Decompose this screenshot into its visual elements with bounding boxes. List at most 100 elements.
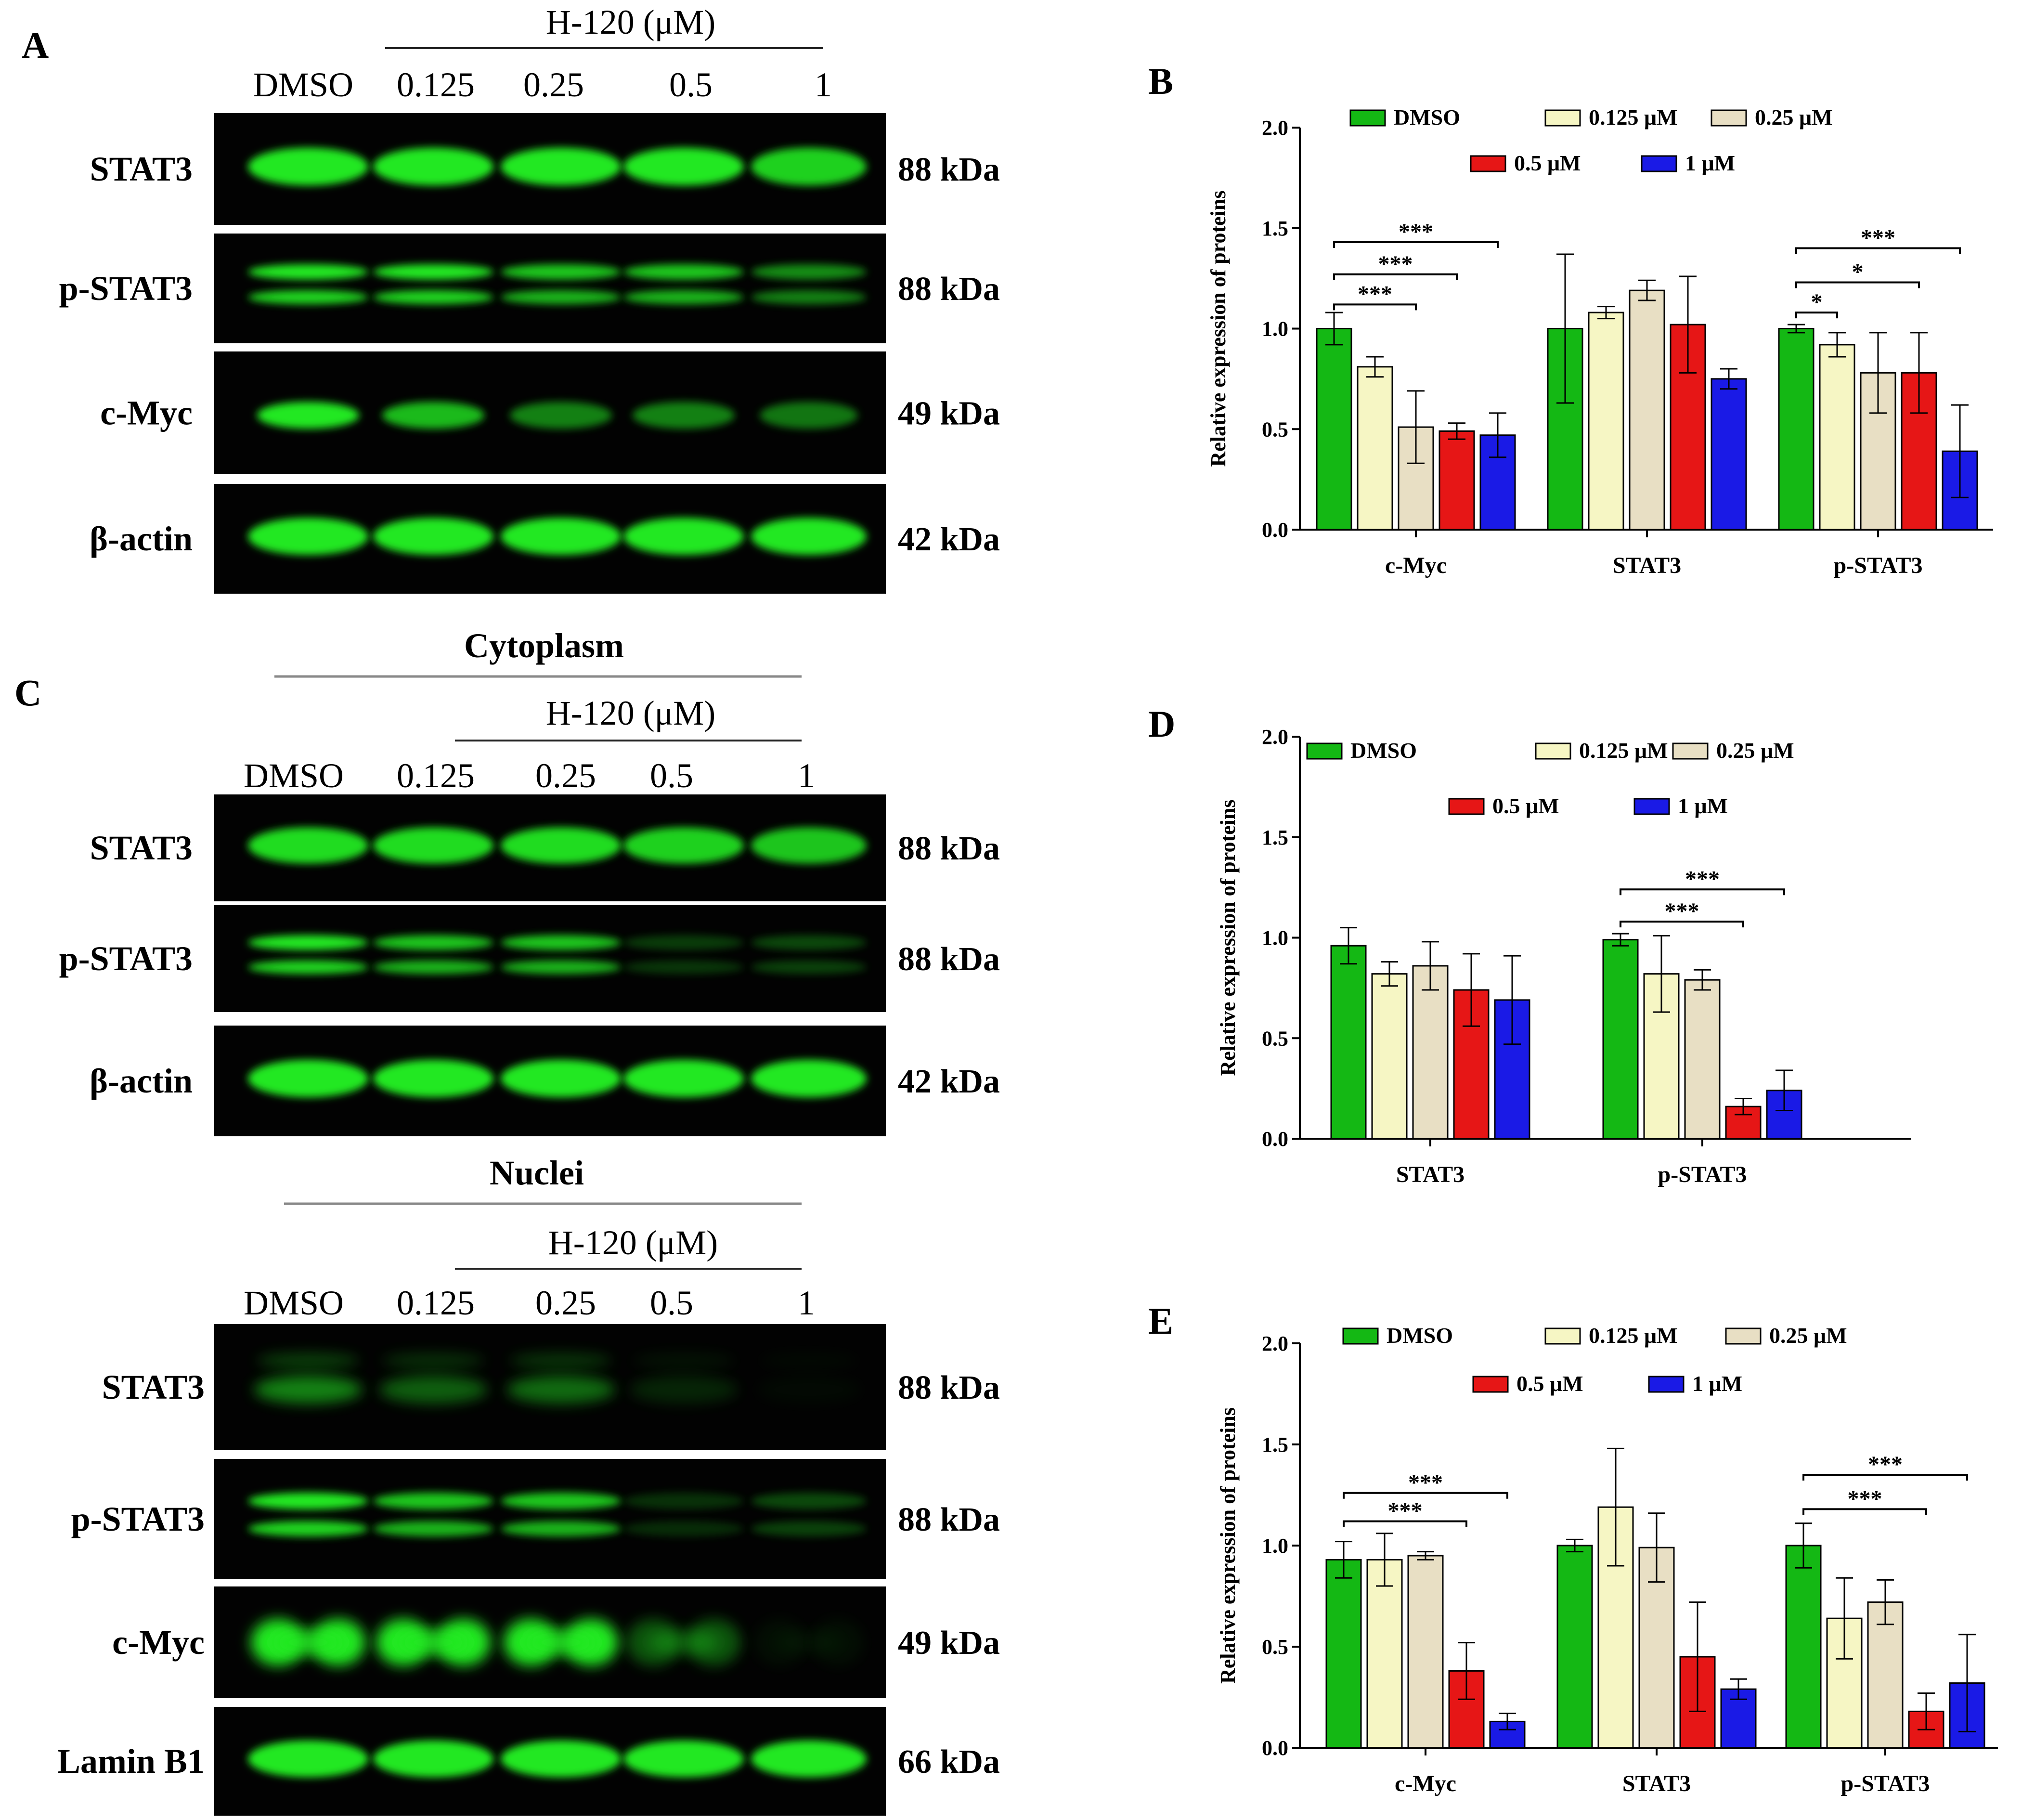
legend-label: 1 μM [1678,793,1728,818]
legend-label: DMSO [1350,738,1417,763]
band-upper [751,264,867,280]
band [623,518,744,555]
band [501,147,621,186]
blot-title: Nuclei [490,1154,584,1192]
bar-DMSO-STAT3 [1330,945,1367,1140]
band [248,1059,368,1098]
significance-bracket [1795,281,1920,288]
significance-label: *** [1408,1470,1443,1495]
band-faint [760,1353,858,1368]
legend-swatch [1342,1327,1379,1345]
band [757,1376,861,1404]
band [506,1376,615,1404]
band-center [774,1630,843,1655]
band [373,147,493,186]
protein-label: STAT3 [90,150,193,188]
blot-row-p-stat3: p-STAT3 88 kDa [59,234,1000,343]
significance-bracket [1343,1492,1508,1499]
protein-label: c-Myc [100,394,193,432]
band [373,827,493,864]
y-tick-label: 1.5 [1262,1433,1288,1456]
lane-label: 1 [798,756,815,795]
band [248,518,368,555]
legend-label: 0.125 μM [1589,1323,1678,1348]
legend-swatch [1544,109,1581,127]
band-center [648,1630,720,1655]
lane-label: 0.5 [650,756,693,795]
band-upper [373,1493,493,1509]
category-label: p-STAT3 [1841,1771,1930,1796]
chart-D: D 0.0 0.5 1.0 1.5 2.0 Relative expression of p… [1148,703,1911,1187]
band-upper [248,264,368,280]
panel-letter-C: C [14,672,41,714]
lane-label: 0.125 [397,1284,475,1322]
band [751,1740,867,1778]
bar-DMSO-p-STAT3 [1785,1545,1822,1749]
kda-label: 42 kDa [898,521,1000,558]
band-lower [623,960,744,975]
band-faint [257,1353,360,1368]
legend-swatch [1641,155,1677,172]
category-label: c-Myc [1395,1771,1456,1796]
significance-bracket [1333,241,1499,248]
protein-label: c-Myc [112,1623,205,1662]
blot-C_nuc: Nuclei H-120 (μM) DMSO 0.125 0.25 0.5 1 STAT3 88… [57,1154,1000,1816]
treatment-label: H-120 (μM) [546,3,716,41]
significance-bracket [1333,303,1417,311]
band [501,518,621,555]
significance-bracket [1620,921,1744,928]
band [373,518,493,555]
blot-title: Cytoplasm [464,626,624,665]
band [248,1740,368,1778]
legend-swatch [1711,109,1747,127]
lane-label: 0.5 [669,65,713,104]
band-upper [248,1493,368,1509]
lane-label: 0.5 [650,1284,693,1322]
legend-swatch [1725,1327,1762,1345]
y-tick-label: 1.0 [1262,1534,1288,1558]
blot-row-stat3: STAT3 88 kDa [90,113,1000,225]
band-faint [632,1353,735,1368]
band-lower [751,290,867,305]
legend-swatch [1306,742,1343,760]
band-upper [501,935,621,950]
kda-label: 88 kDa [898,941,1000,978]
significance-bracket [1343,1520,1467,1527]
bar-0.25M-STAT3 [1629,289,1665,531]
legend-label: 1 μM [1685,151,1735,175]
lane-label: 0.125 [397,65,475,104]
legend-swatch [1633,798,1670,815]
lane-label: DMSO [253,65,353,104]
band-lower [501,1521,621,1537]
bar-0.125M-p-STAT3 [1819,344,1855,531]
band-lower [751,1521,867,1537]
legend-label: 0.125 μM [1579,738,1668,763]
protein-label: β-actin [90,520,193,558]
y-tick-label: 1.5 [1262,217,1288,240]
band-upper [501,264,621,280]
significance-bracket [1802,1474,1968,1481]
band [257,402,360,429]
category-label: STAT3 [1396,1162,1465,1187]
protein-label: p-STAT3 [59,939,193,978]
legend-swatch [1544,1327,1581,1345]
band [760,402,858,429]
significance-label: * [1811,289,1823,315]
legend-swatch [1448,798,1485,815]
bar-1M-STAT3 [1720,1688,1757,1749]
y-tick-label: 0.0 [1262,518,1288,542]
protein-label: p-STAT3 [59,269,193,308]
y-tick-label: 0.0 [1262,1736,1288,1760]
bar-0.125M-STAT3 [1588,312,1624,531]
treatment-label: H-120 (μM) [546,694,716,732]
band-faint [382,1353,485,1368]
significance-label: *** [1665,898,1699,924]
blot-strip [214,905,886,1012]
blot-strip [214,1459,886,1579]
legend-swatch [1472,1376,1509,1393]
band [509,402,612,429]
band [254,1376,363,1404]
legend-label: 0.5 μM [1514,151,1581,175]
